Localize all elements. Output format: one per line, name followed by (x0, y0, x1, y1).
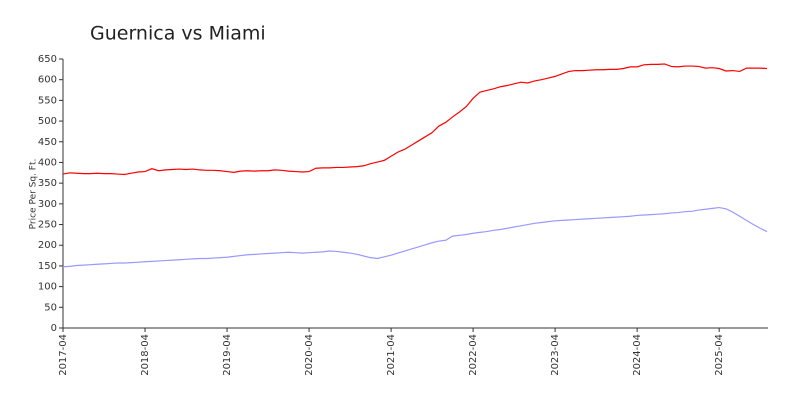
y-tick-label: 250 (38, 220, 57, 231)
x-tick-label: 2025-04 (714, 334, 725, 376)
x-tick-label: 2023-04 (550, 334, 561, 376)
x-tick-label: 2022-04 (468, 334, 479, 376)
y-tick-label: 350 (38, 178, 57, 189)
x-tick-label: 2017-04 (58, 334, 69, 376)
y-tick-label: 450 (38, 137, 57, 148)
y-tick-label: 150 (38, 261, 57, 272)
x-tick-label: 2018-04 (140, 334, 151, 376)
series-line (62, 206, 768, 268)
y-tick-label: 50 (44, 302, 57, 313)
y-axis-label: Price Per Sq. Ft. (29, 159, 39, 230)
x-tick-label: 2019-04 (222, 334, 233, 376)
y-tick-label: 100 (38, 282, 57, 293)
y-tick-label: 500 (38, 116, 57, 127)
y-tick-label: 300 (38, 199, 57, 210)
y-tick-label: 600 (38, 75, 57, 86)
x-tick-label: 2021-04 (386, 334, 397, 376)
series-line (62, 63, 768, 176)
y-tick-label: 400 (38, 157, 57, 168)
y-tick-label: 200 (38, 240, 57, 251)
y-tick-label: 650 (38, 54, 57, 65)
y-tick-label: 550 (38, 95, 57, 106)
x-tick-label: 2024-04 (632, 334, 643, 376)
x-tick-label: 2020-04 (304, 334, 315, 376)
chart-title: Guernica vs Miami (90, 23, 266, 45)
y-tick-label: 0 (51, 323, 57, 334)
